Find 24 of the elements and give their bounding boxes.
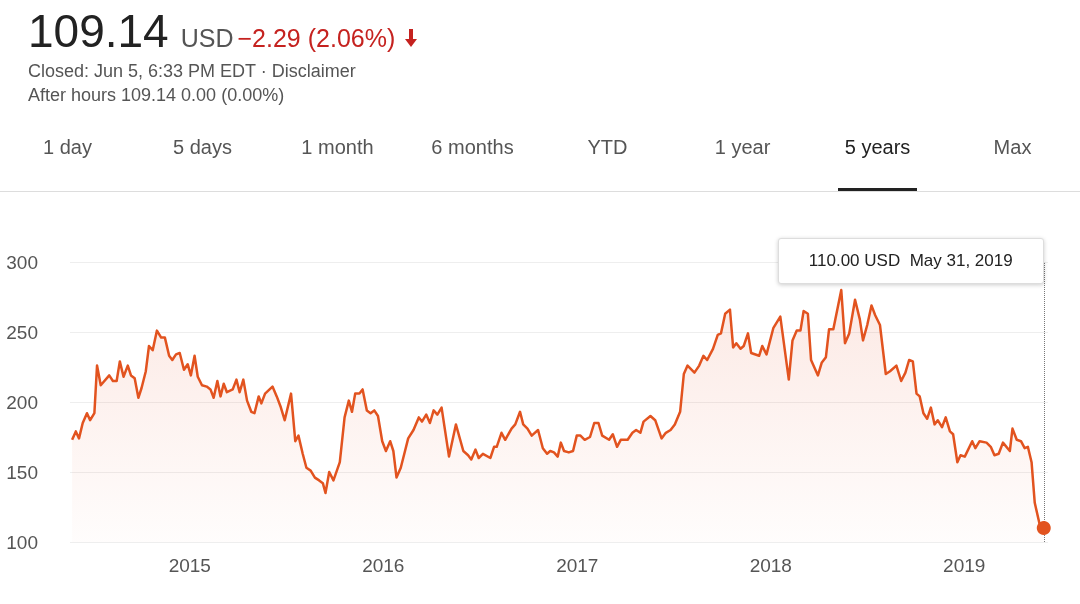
chart-title: 109.14 [28,4,169,58]
text: YTD [587,136,628,158]
x-tick-label: 2017 [556,555,599,576]
x-tick-label: 2018 [749,555,792,576]
text: −2.29 (2.06%) [237,24,396,53]
text: After hours 109.14 0.00 (0.00%) [28,84,286,107]
y-tick-label: 200 [6,391,38,413]
text: 5 years [844,136,911,158]
text: 5 days [173,136,232,158]
x-tick-label: 2019 [943,555,986,576]
text: Closed: Jun 5, 6:33 PM EDT · Disclaimer [28,60,356,83]
text: 1 month [301,136,374,158]
text: 1 year [714,136,771,158]
y-tick-label: 300 [6,251,38,273]
text: 6 months [431,136,514,158]
y-tick-label: 250 [6,321,38,343]
y-tick-label: 150 [6,461,38,483]
text: USD [180,24,234,53]
x-tick-label: 2015 [168,555,211,576]
y-tick-label: 100 [6,531,38,553]
x-tick-label: 2016 [362,555,405,576]
text: 1 day [43,136,92,158]
text: Max [993,136,1032,158]
tooltip-box: 110.00 USD May 31, 2019 [777,238,1044,284]
